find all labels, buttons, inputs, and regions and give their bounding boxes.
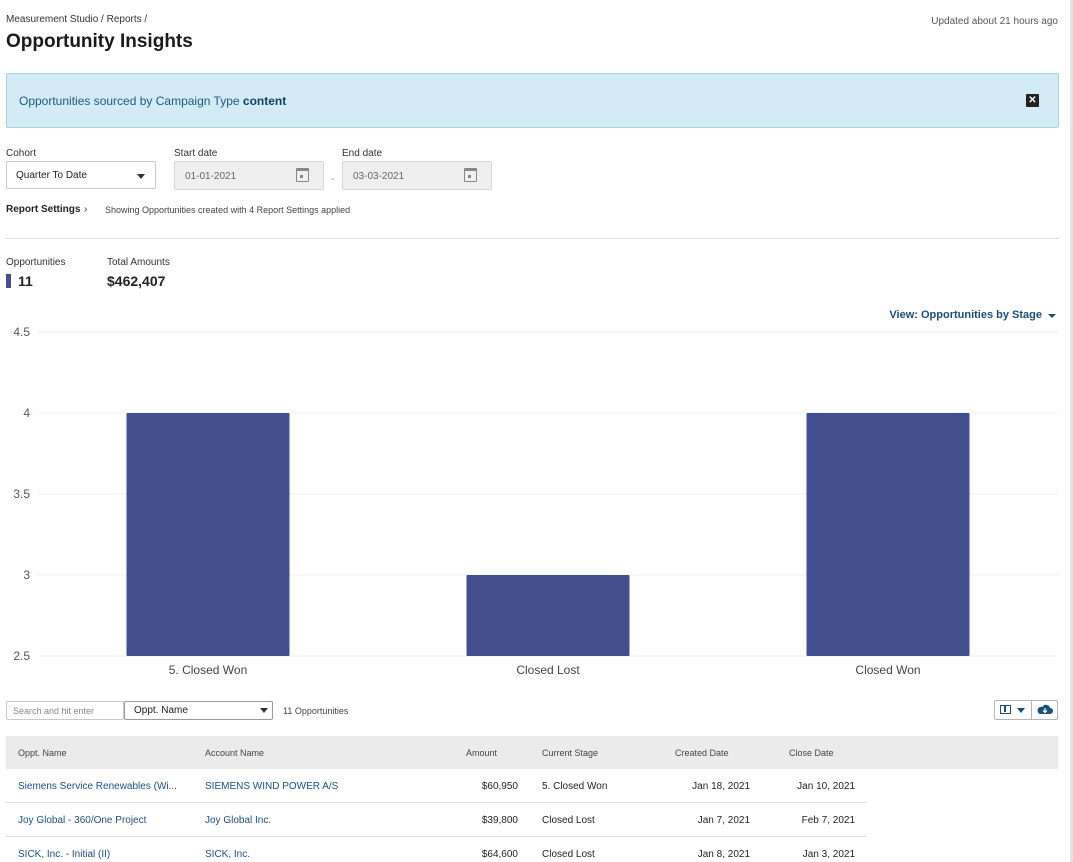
chevron-down-icon <box>1017 708 1025 713</box>
x-tick-label: 5. Closed Won <box>169 663 248 677</box>
opportunity-count: 11 Opportunities <box>283 706 349 716</box>
account-name-link[interactable]: SICK, Inc. <box>205 849 251 860</box>
total-amounts-value: $462,407 <box>107 273 166 289</box>
scrollbar-track[interactable] <box>1070 0 1073 862</box>
x-tick-label: Closed Lost <box>516 663 580 677</box>
cohort-value: Quarter To Date <box>16 170 87 181</box>
chevron-right-icon[interactable]: › <box>84 204 88 215</box>
banner-highlight: content <box>242 94 287 108</box>
y-tick-label: 2.5 <box>13 649 30 663</box>
search-input[interactable] <box>6 701 124 720</box>
table-actions <box>994 700 1058 720</box>
report-settings-note: Showing Opportunities created with 4 Rep… <box>105 205 351 215</box>
end-date-value: 03-03-2021 <box>353 171 405 182</box>
column-header-close-date[interactable]: Close Date <box>789 748 834 758</box>
column-header-created-date[interactable]: Created Date <box>675 748 729 758</box>
amount-cell: $64,600 <box>481 849 518 860</box>
table-row: SICK, Inc. - Initial (II) SICK, Inc. $64… <box>6 837 866 862</box>
cohort-select[interactable]: Quarter To Date <box>6 161 156 189</box>
search-column-value: Oppt. Name <box>134 705 188 716</box>
chevron-down-icon[interactable] <box>1048 314 1056 318</box>
account-name-link[interactable]: SIEMENS WIND POWER A/S <box>205 781 339 792</box>
created-date-cell: Jan 18, 2021 <box>692 781 750 792</box>
bar-chart: 4.5 4 3.5 3 2.5 5. Closed Won Closed Lost Close… <box>13 325 1058 677</box>
created-date-cell: Jan 7, 2021 <box>697 815 750 826</box>
column-header-amount[interactable]: Amount <box>466 748 498 758</box>
breadcrumb[interactable]: Measurement Studio / Reports / <box>6 14 148 25</box>
y-tick-label: 4.5 <box>13 325 30 339</box>
banner-prefix: Opportunities sourced by Campaign Type <box>19 94 243 108</box>
column-header-current-stage[interactable]: Current Stage <box>542 748 599 758</box>
stage-cell: 5. Closed Won <box>542 781 608 792</box>
calendar-icon[interactable] <box>296 168 309 182</box>
column-header-account-name[interactable]: Account Name <box>205 748 265 758</box>
end-date-field[interactable]: 03-03-2021 <box>342 161 492 190</box>
column-header-oppt-name[interactable]: Oppt. Name <box>18 748 67 758</box>
columns-icon <box>1000 705 1011 714</box>
amount-cell: $39,800 <box>481 815 518 826</box>
calendar-icon[interactable] <box>464 168 477 182</box>
end-date-label: End date <box>342 148 383 159</box>
x-tick-label: Closed Won <box>855 663 920 677</box>
bar[interactable] <box>126 413 290 656</box>
chevron-down-icon <box>137 174 145 179</box>
oppt-name-link[interactable]: SICK, Inc. - Initial (II) <box>18 849 111 860</box>
y-tick-label: 3 <box>23 568 30 582</box>
search-column-select[interactable]: Oppt. Name <box>124 701 273 720</box>
start-date-value: 01-01-2021 <box>185 171 237 182</box>
y-tick-label: 4 <box>23 406 30 420</box>
table-row: Siemens Service Renewables (Wi... SIEMEN… <box>6 769 866 803</box>
page-title: Opportunity Insights <box>6 31 193 52</box>
opportunities-count: 11 <box>18 273 33 289</box>
start-date-field[interactable]: 01-01-2021 <box>174 161 324 190</box>
table-header: Oppt. Name Account Name Amount Current S… <box>6 736 1058 769</box>
oppt-name-link[interactable]: Joy Global - 360/One Project <box>18 815 147 826</box>
created-date-cell: Jan 8, 2021 <box>697 849 750 860</box>
account-name-link[interactable]: Joy Global Inc. <box>205 815 272 826</box>
bar[interactable] <box>806 413 970 656</box>
oppt-name-link[interactable]: Siemens Service Renewables (Wi... <box>18 781 177 792</box>
start-date-label: Start date <box>174 148 218 159</box>
series-swatch <box>6 274 11 288</box>
close-icon[interactable]: ✕ <box>1026 94 1039 107</box>
close-date-cell: Feb 7, 2021 <box>801 815 855 826</box>
close-date-cell: Jan 3, 2021 <box>802 849 855 860</box>
view-select[interactable]: View: Opportunities by Stage <box>889 309 1042 321</box>
updated-timestamp: Updated about 21 hours ago <box>931 16 1058 27</box>
report-settings-link[interactable]: Report Settings <box>6 204 81 215</box>
bar[interactable] <box>466 575 630 656</box>
columns-button[interactable] <box>995 701 1032 719</box>
opportunities-label: Opportunities <box>6 257 66 268</box>
chevron-down-icon <box>260 708 268 713</box>
y-tick-label: 3.5 <box>13 487 30 501</box>
stage-cell: Closed Lost <box>542 849 595 860</box>
amount-cell: $60,950 <box>481 781 518 792</box>
divider <box>6 238 1059 239</box>
filter-banner: Opportunities sourced by Campaign Type c… <box>6 73 1059 128</box>
close-date-cell: Jan 10, 2021 <box>797 781 855 792</box>
download-button[interactable] <box>1032 701 1058 719</box>
table-row: Joy Global - 360/One Project Joy Global … <box>6 803 866 837</box>
total-amounts-label: Total Amounts <box>107 257 170 268</box>
cohort-label: Cohort <box>6 148 37 159</box>
cloud-download-icon <box>1037 704 1053 714</box>
stage-cell: Closed Lost <box>542 815 595 826</box>
banner-text: Opportunities sourced by Campaign Type c… <box>19 94 286 108</box>
date-separator: - <box>331 174 335 185</box>
